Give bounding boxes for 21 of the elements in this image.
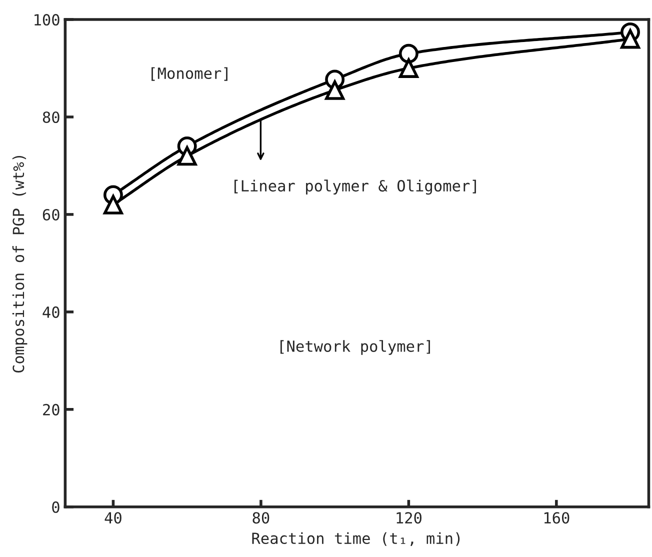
y-axis-title: Composition of PGP (wt%)	[12, 156, 28, 373]
x-axis-title: Reaction time (t₁, min)	[252, 532, 460, 546]
annotation: [Linear polymer & Oligomer]	[234, 180, 476, 195]
x-tick-label: 120	[396, 512, 422, 524]
point	[103, 194, 123, 214]
y-tick-label: 40	[42, 306, 60, 318]
annotation: [Monomer]	[152, 67, 228, 81]
x-tick-label: 80	[252, 512, 270, 524]
y-tick-label: 100	[34, 14, 60, 26]
annotation: [Network polymer]	[280, 340, 430, 355]
point	[620, 29, 640, 49]
y-tick-label: 80	[42, 111, 60, 124]
point	[398, 58, 418, 78]
x-tick-label: 160	[544, 512, 570, 524]
point	[325, 80, 345, 100]
y-tick-label: 60	[42, 208, 60, 221]
point	[177, 146, 197, 166]
x-tick-label: 40	[104, 512, 122, 524]
y-tick-label: 0	[52, 501, 60, 513]
y-tick-label: 20	[43, 404, 60, 416]
point	[398, 44, 418, 64]
